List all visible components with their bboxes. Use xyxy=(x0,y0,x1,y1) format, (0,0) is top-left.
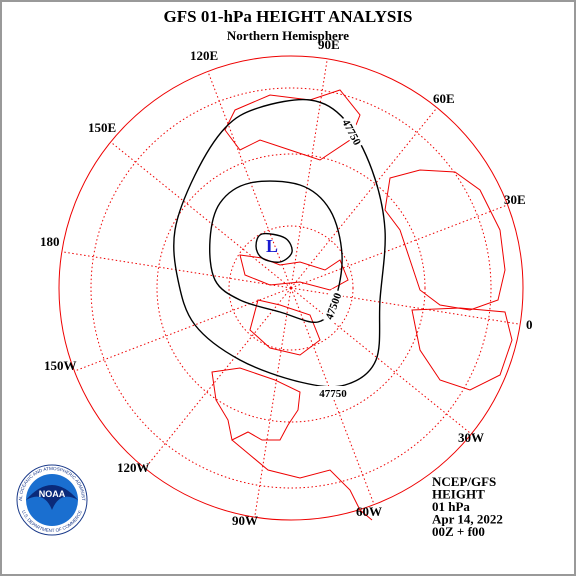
contour-line xyxy=(209,180,343,323)
longitude-label: 30E xyxy=(504,192,526,207)
info-line: 00Z + f00 xyxy=(432,524,485,539)
latitude-circle xyxy=(156,153,426,423)
longitude-label: 120E xyxy=(190,48,218,63)
contour-label-bg xyxy=(320,288,345,324)
logo-text: NOAA xyxy=(39,489,66,499)
latitude-circle xyxy=(90,87,492,489)
meridian xyxy=(290,287,521,325)
low-marker: L xyxy=(266,236,278,256)
meridian xyxy=(110,141,292,289)
meridian xyxy=(290,58,328,289)
contour-line xyxy=(255,232,293,263)
meridian xyxy=(144,287,292,469)
longitude-label: 90W xyxy=(232,513,258,528)
title: GFS 01-hPa HEIGHT ANALYSIS xyxy=(164,7,413,26)
meridian xyxy=(290,204,508,289)
longitude-label: 60E xyxy=(433,91,455,106)
coastline xyxy=(211,367,301,441)
meridian xyxy=(290,107,438,289)
coastline xyxy=(411,307,513,391)
longitude-label: 0 xyxy=(526,317,533,332)
longitude-label: 150E xyxy=(88,120,116,135)
longitude-label: 180 xyxy=(40,234,60,249)
coastline xyxy=(231,439,373,521)
subtitle: Northern Hemisphere xyxy=(227,28,349,43)
info-line: NCEP/GFS xyxy=(432,474,496,489)
coastlines xyxy=(211,89,513,521)
contour-label-bg xyxy=(317,386,349,399)
meridian xyxy=(254,287,292,518)
meridian xyxy=(207,71,292,289)
coastline xyxy=(239,254,349,291)
longitude-label: 150W xyxy=(44,358,77,373)
longitude-label: 90E xyxy=(318,37,340,52)
info-line: Apr 14, 2022 xyxy=(432,512,503,527)
longitude-label: 60W xyxy=(356,504,382,519)
contour-label-bg xyxy=(339,114,366,149)
meridian xyxy=(290,287,472,435)
coastline xyxy=(249,299,321,356)
meridian xyxy=(74,287,292,372)
map-boundary xyxy=(58,55,524,521)
info-line: HEIGHT xyxy=(432,487,485,502)
contour-label: 47750 xyxy=(319,388,347,400)
latitude-circle xyxy=(228,225,354,351)
logo-bird xyxy=(26,485,78,510)
longitude-label: 30W xyxy=(458,430,484,445)
coastline xyxy=(384,169,506,311)
info-line: 01 hPa xyxy=(432,499,470,514)
longitude-label: 120W xyxy=(117,460,150,475)
